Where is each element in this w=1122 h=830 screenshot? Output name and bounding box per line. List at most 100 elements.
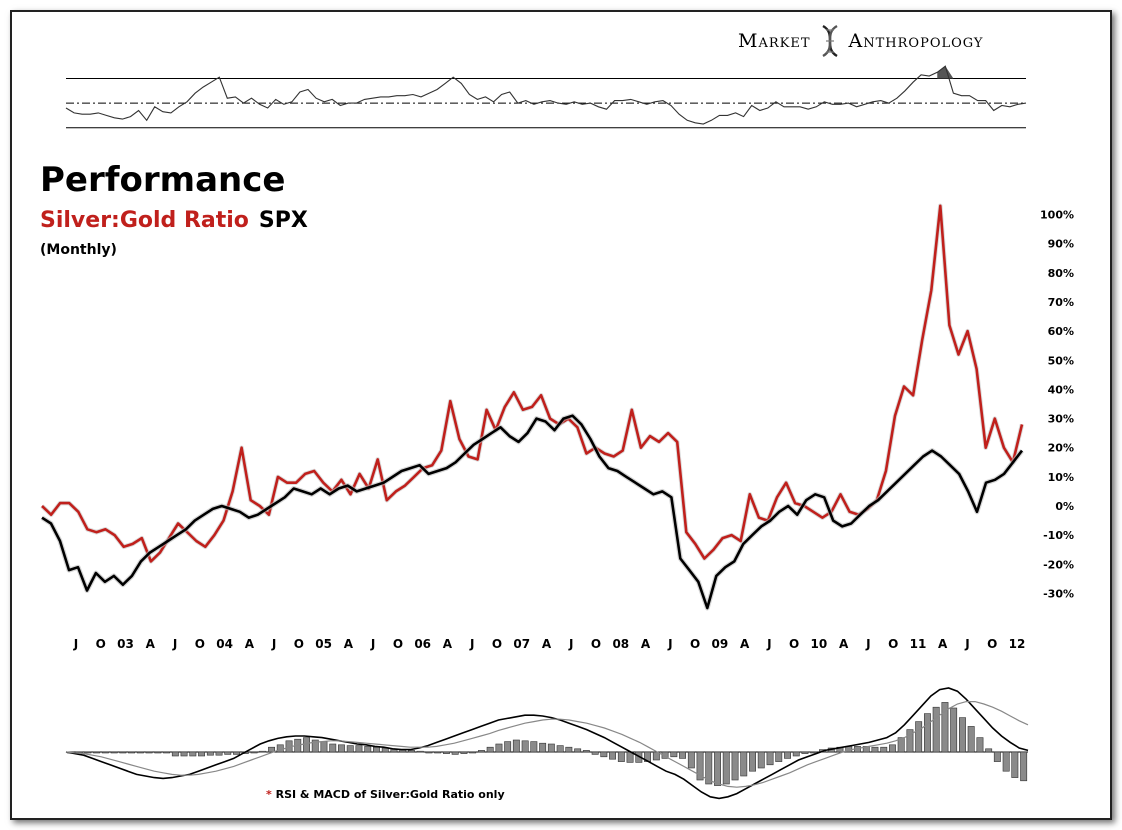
x-tick-label: 05 — [315, 637, 332, 651]
macd-bar — [320, 741, 328, 753]
x-tick-label: J — [568, 637, 573, 651]
x-tick-label: A — [938, 637, 948, 651]
macd-bar — [705, 751, 713, 785]
macd-bar — [233, 751, 240, 755]
y-tick-label: 50% — [1048, 354, 1074, 367]
x-tick-label: J — [172, 637, 177, 651]
macd-bar — [600, 751, 608, 758]
macd-bar — [259, 750, 267, 753]
chart-subtitle: Silver:Gold Ratio SPX — [40, 208, 308, 233]
macd-bar — [1011, 751, 1019, 778]
x-tick-label: J — [469, 637, 474, 651]
macd-bar — [871, 746, 879, 753]
macd-bar — [950, 707, 958, 753]
macd-bar — [442, 751, 450, 754]
x-tick-label: J — [271, 637, 276, 651]
macd-bar — [224, 751, 232, 755]
macd-bar — [941, 702, 949, 753]
macd-bar — [897, 737, 905, 753]
x-tick-label: A — [542, 637, 552, 651]
macd-bar — [932, 706, 940, 753]
macd-bar — [792, 751, 800, 757]
macd-bar — [407, 750, 415, 753]
macd-bar — [574, 748, 582, 753]
ratio-line-shadow — [40, 203, 1025, 564]
macd-bar — [171, 751, 179, 757]
x-tick-label: O — [987, 637, 997, 651]
macd-bar — [976, 737, 984, 753]
x-tick-label: J — [964, 637, 969, 651]
x-tick-label: A — [344, 637, 354, 651]
macd-bar — [923, 713, 931, 753]
macd-bar — [617, 751, 625, 762]
x-tick-label: A — [146, 637, 156, 651]
y-tick-label: 20% — [1048, 442, 1074, 455]
macd-bar — [136, 751, 144, 754]
macd-bar — [731, 751, 739, 781]
macd-bar — [469, 751, 477, 754]
macd-bar — [101, 751, 109, 754]
x-tick-label: O — [789, 637, 799, 651]
macd-bar — [539, 742, 547, 753]
macd-bar — [495, 743, 503, 753]
footnote-text: RSI & MACD of Silver:Gold Ratio only — [275, 788, 505, 801]
macd-bar — [250, 751, 258, 754]
y-tick-label: 70% — [1048, 296, 1074, 309]
macd-line — [65, 687, 1029, 800]
x-tick-label: A — [641, 637, 651, 651]
x-tick-label: 03 — [117, 637, 134, 651]
macd-bar — [486, 746, 494, 753]
x-tick-label: 12 — [1009, 637, 1026, 651]
y-tick-label: 40% — [1048, 383, 1074, 396]
macd-bar — [425, 751, 433, 754]
x-tick-label: J — [667, 637, 672, 651]
logo-right-text: Anthropology — [848, 30, 984, 52]
macd-bar — [355, 745, 363, 753]
macd-bar — [906, 729, 914, 753]
macd-bar — [1002, 751, 1010, 772]
x-tick-label: A — [839, 637, 849, 651]
macd-panel — [65, 687, 1029, 800]
legend-spx: SPX — [258, 208, 308, 233]
x-tick-label: J — [370, 637, 375, 651]
y-tick-label: -30% — [1043, 587, 1074, 600]
y-tick-label: -20% — [1043, 558, 1074, 571]
macd-bar — [714, 751, 722, 786]
macd-bar — [880, 746, 888, 753]
macd-bar — [451, 751, 459, 755]
macd-bar — [582, 750, 590, 753]
macd-bar — [198, 751, 205, 757]
macd-bar — [311, 739, 319, 753]
x-tick-label: 09 — [711, 637, 728, 651]
x-tick-label: O — [888, 637, 898, 651]
x-tick-label: 10 — [811, 637, 828, 651]
x-tick-label: O — [96, 637, 106, 651]
x-tick-label: J — [766, 637, 771, 651]
chart-frame — [10, 10, 1112, 820]
footnote: * RSI & MACD of Silver:Gold Ratio only — [266, 788, 505, 801]
macd-signal-line — [65, 701, 1029, 788]
macd-bar — [460, 751, 468, 754]
macd-bar — [591, 751, 599, 755]
macd-bar — [766, 751, 774, 766]
macd-bar — [84, 751, 92, 754]
macd-bar — [556, 745, 564, 753]
x-tick-label: O — [492, 637, 502, 651]
macd-bar — [163, 751, 170, 754]
macd-bar — [215, 751, 223, 756]
y-tick-label: -10% — [1043, 529, 1074, 542]
y-tick-label: 60% — [1048, 325, 1074, 338]
logo-left-text: Market — [738, 30, 811, 52]
y-tick-label: 0% — [1055, 500, 1074, 513]
macd-bar — [364, 746, 372, 753]
macd-bar — [565, 746, 573, 753]
macd-bar — [993, 751, 1001, 762]
macd-bar — [696, 751, 704, 781]
macd-bar — [958, 717, 966, 753]
macd-bar — [521, 740, 529, 753]
x-tick-label: O — [393, 637, 403, 651]
dna-icon — [821, 24, 838, 58]
macd-bar — [775, 751, 783, 762]
macd-bar — [801, 751, 809, 754]
